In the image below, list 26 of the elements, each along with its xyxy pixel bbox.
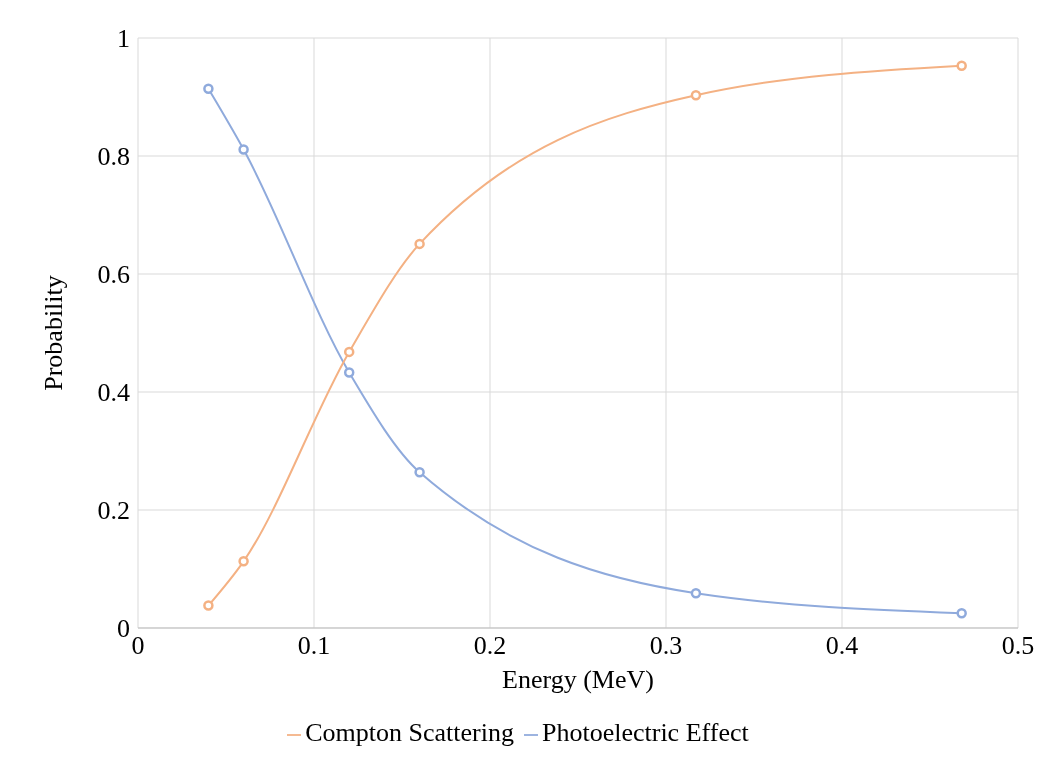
x-tick-label: 0.2 [473, 631, 507, 661]
point [238, 556, 249, 567]
y-tick-label: 0.4 [97, 378, 130, 408]
point [690, 587, 702, 599]
x-tick-label: 0.4 [825, 631, 859, 661]
y-tick-label: 0.8 [97, 142, 130, 172]
point [956, 608, 967, 619]
point [238, 144, 249, 155]
y-tick-label: 0.6 [97, 260, 130, 290]
legend-label: Compton Scattering [305, 718, 514, 747]
point [343, 367, 355, 378]
x-tick-label: 0.1 [297, 631, 331, 661]
legend-label: Photoelectric Effect [541, 718, 749, 747]
y-axis-title: Probability [39, 275, 69, 391]
point [343, 346, 355, 358]
point [956, 60, 967, 71]
point [690, 89, 702, 101]
point [414, 466, 425, 478]
x-tick-label: 0.3 [649, 631, 683, 661]
point [203, 600, 214, 611]
point [203, 83, 214, 94]
x-axis-title: Energy (MeV) [502, 665, 654, 694]
x-tick-label: 0.5 [1001, 631, 1035, 661]
point [414, 238, 425, 250]
y-tick-label: 0.2 [97, 496, 130, 526]
y-tick-label: 1 [117, 24, 130, 54]
